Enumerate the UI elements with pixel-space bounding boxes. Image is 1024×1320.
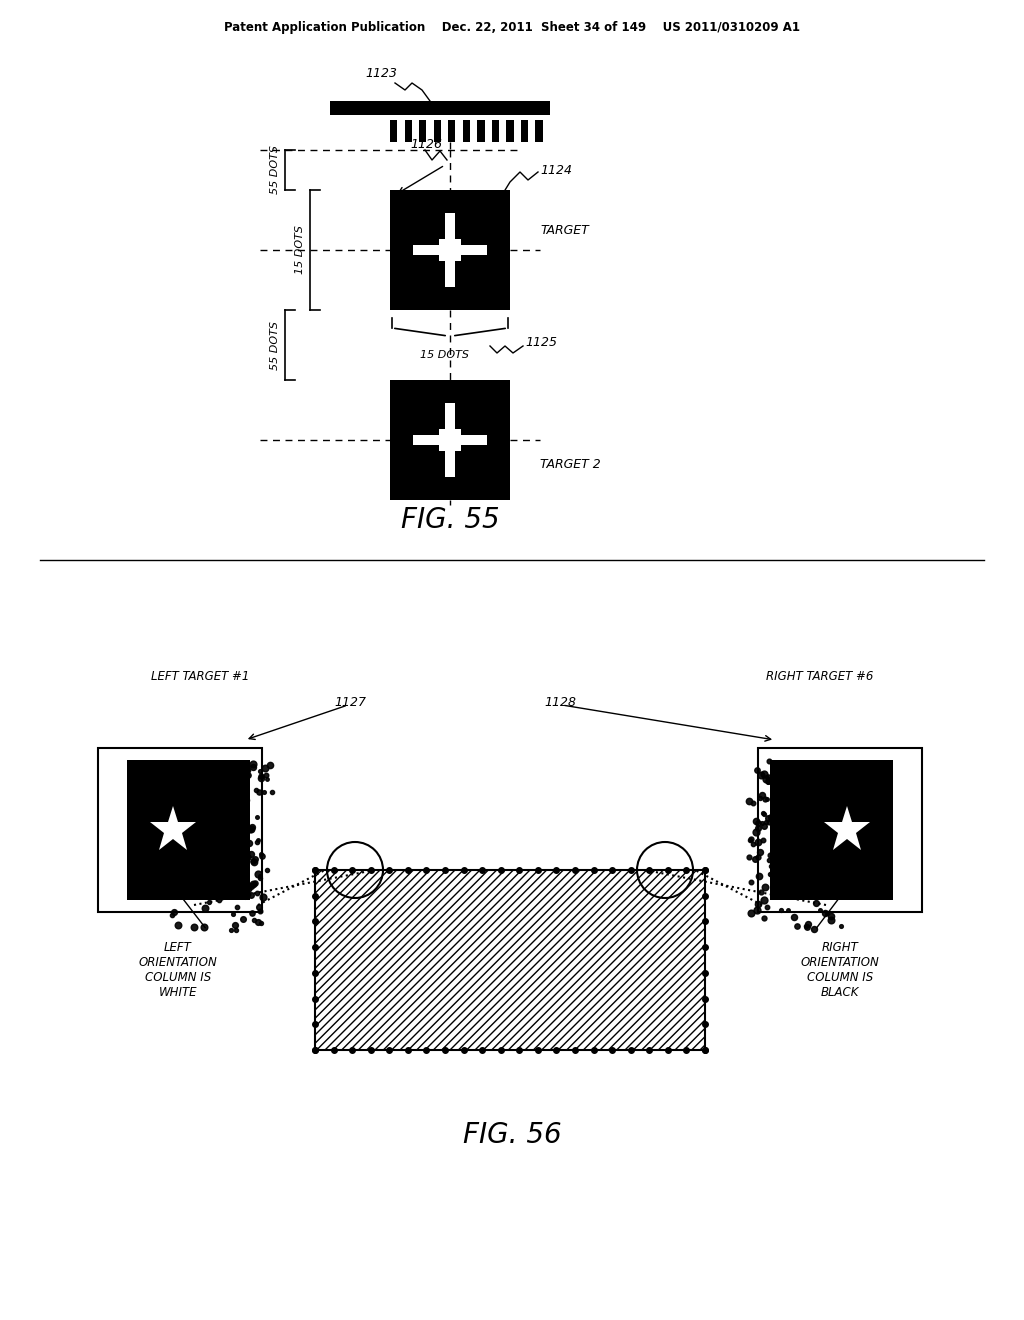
Bar [449, 120, 456, 143]
Text: 1123: 1123 [365, 67, 397, 81]
Bar [528, 120, 536, 143]
Text: FIG. 55: FIG. 55 [400, 506, 500, 535]
Bar [477, 120, 484, 143]
Bar [110, 760, 127, 900]
Bar [98, 748, 262, 912]
Bar [330, 102, 550, 115]
Bar [758, 748, 922, 912]
Text: LEFT TARGET #1: LEFT TARGET #1 [151, 671, 249, 684]
Bar [414, 244, 439, 255]
Bar [419, 120, 426, 143]
Bar [521, 120, 528, 143]
Bar [484, 120, 492, 143]
Text: 55 DOTS: 55 DOTS [270, 145, 280, 194]
Bar [98, 748, 262, 912]
Bar [543, 120, 550, 143]
Bar [414, 434, 439, 445]
Text: 1124: 1124 [540, 164, 572, 177]
Bar [506, 120, 514, 143]
Text: 15 DOTS: 15 DOTS [295, 226, 305, 275]
Bar [770, 760, 910, 900]
Text: Patent Application Publication    Dec. 22, 2011  Sheet 34 of 149    US 2011/0310: Patent Application Publication Dec. 22, … [224, 21, 800, 34]
Bar [433, 120, 441, 143]
Text: RIGHT TARGET #6: RIGHT TARGET #6 [766, 671, 873, 684]
Text: 15 DOTS: 15 DOTS [421, 350, 469, 360]
Bar [412, 120, 419, 143]
Bar [893, 760, 910, 900]
Bar [404, 120, 412, 143]
Text: TARGET 2: TARGET 2 [540, 458, 601, 471]
Bar [315, 870, 705, 1049]
Bar [492, 120, 499, 143]
Text: LEFT
ORIENTATION
COLUMN IS
WHITE: LEFT ORIENTATION COLUMN IS WHITE [138, 941, 217, 999]
Bar [470, 120, 477, 143]
Text: TARGET: TARGET [540, 223, 589, 236]
Bar [426, 120, 433, 143]
Bar [397, 120, 404, 143]
Bar [536, 120, 543, 143]
Bar [444, 214, 456, 239]
Text: 1125: 1125 [525, 337, 557, 350]
Bar [390, 190, 510, 310]
Bar [439, 239, 461, 261]
Text: 1127: 1127 [334, 696, 366, 709]
Text: 1126: 1126 [410, 139, 442, 152]
Bar [499, 120, 506, 143]
Bar [390, 120, 397, 143]
Text: RIGHT
ORIENTATION
COLUMN IS
BLACK: RIGHT ORIENTATION COLUMN IS BLACK [801, 941, 880, 999]
Bar [456, 120, 463, 143]
Text: FIG. 56: FIG. 56 [463, 1121, 561, 1148]
Bar [461, 244, 486, 255]
Bar [444, 451, 456, 477]
Bar [444, 404, 456, 429]
Bar [463, 120, 470, 143]
Text: 55 DOTS: 55 DOTS [270, 321, 280, 370]
Bar [124, 781, 222, 879]
Bar [444, 261, 456, 286]
Bar [390, 380, 510, 500]
Text: 1128: 1128 [544, 696, 575, 709]
Bar [514, 120, 521, 143]
Bar [461, 434, 486, 445]
Bar [110, 760, 250, 900]
Bar [439, 429, 461, 451]
Bar [441, 120, 449, 143]
